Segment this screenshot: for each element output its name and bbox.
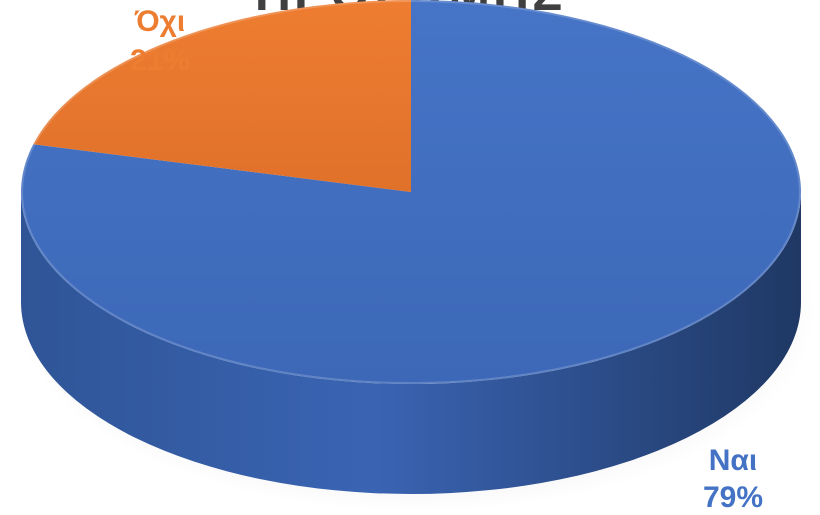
slice-value-1: 79% [703, 481, 763, 514]
slice-label-2: Όχι [134, 5, 185, 38]
slice-value-2: 21% [130, 44, 190, 77]
pie-slice-1 [20, 0, 801, 384]
pie-rim [21, 0, 801, 384]
pie-side-1 [21, 192, 801, 494]
pie-slice-2 [33, 0, 412, 192]
slice-label-1: Ναι [709, 444, 757, 477]
